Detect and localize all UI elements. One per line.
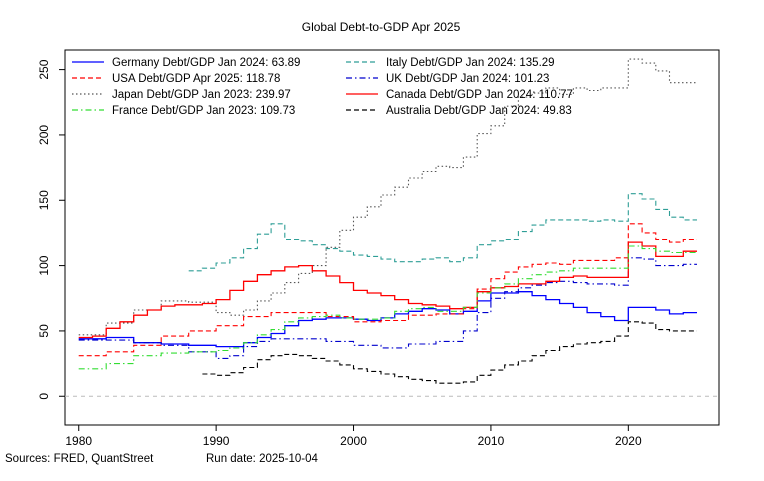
series-line-5 <box>78 241 697 339</box>
series-line-7 <box>202 321 697 384</box>
footer-run-date: Run date: 2025-10-04 <box>206 453 318 465</box>
series-line-6 <box>78 245 697 370</box>
x-tick-label: 2010 <box>478 434 505 448</box>
y-tick-label: 200 <box>37 125 51 145</box>
series-layer <box>78 58 697 384</box>
plot-frame <box>64 49 720 426</box>
y-tick-label: 150 <box>37 190 51 210</box>
legend-label-1: Italy Debt/GDP Jan 2024: 135.29 <box>386 57 555 69</box>
y-tick-label: 100 <box>37 255 51 275</box>
footer-sources: Sources: FRED, QuantStreet <box>5 453 154 465</box>
series-line-2 <box>78 223 697 357</box>
series-line-0 <box>78 291 697 348</box>
legend-label-5: Canada Debt/GDP Jan 2024: 110.77 <box>386 89 573 101</box>
x-tick-label: 2000 <box>340 434 367 448</box>
legend-label-6: France Debt/GDP Jan 2023: 109.73 <box>112 105 295 117</box>
y-tick-label: 250 <box>37 59 51 79</box>
x-tick-label: 1980 <box>65 434 92 448</box>
chart-title: Global Debt-to-GDP Apr 2025 <box>302 20 461 34</box>
y-tick-label: 0 <box>37 393 51 400</box>
axes: 1980 1990 2000 2010 2020 0 50 100 150 200 250 <box>37 59 642 448</box>
legend-label-0: Germany Debt/GDP Jan 2024: 63.89 <box>112 57 300 69</box>
legend-label-3: UK Debt/GDP Jan 2024: 101.23 <box>386 73 549 85</box>
series-line-3 <box>78 257 697 359</box>
legend-label-4: Japan Debt/GDP Jan 2023: 239.97 <box>112 89 291 101</box>
series-line-4 <box>78 58 697 336</box>
x-tick-label: 1990 <box>203 434 230 448</box>
legend: Germany Debt/GDP Jan 2024: 63.89 Italy De… <box>72 57 573 117</box>
series-line-1 <box>188 193 697 272</box>
x-tick-label: 2020 <box>615 434 642 448</box>
y-tick-label: 50 <box>37 324 51 338</box>
legend-label-2: USA Debt/GDP Apr 2025: 118.78 <box>112 73 280 85</box>
legend-label-7: Australia Debt/GDP Jan 2024: 49.83 <box>386 105 572 117</box>
